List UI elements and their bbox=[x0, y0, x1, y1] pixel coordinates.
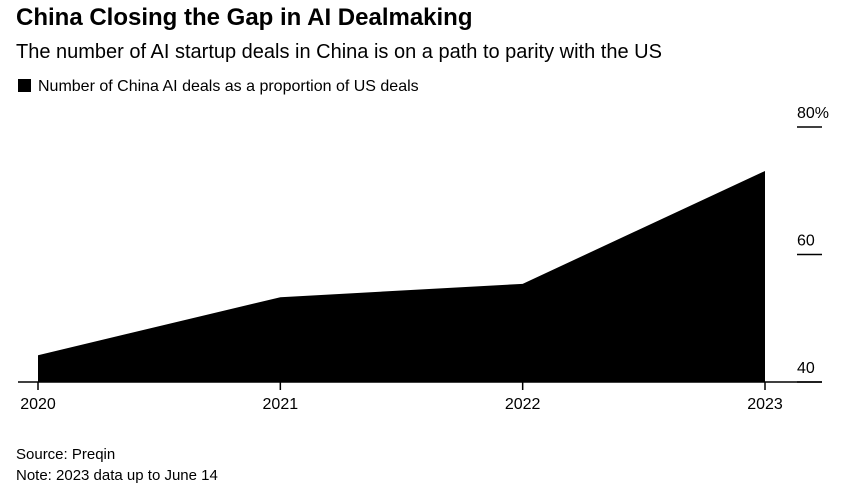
y-tick-label: 40 bbox=[797, 360, 815, 377]
chart-title: China Closing the Gap in AI Dealmaking bbox=[16, 4, 473, 31]
y-tick-label: 60 bbox=[797, 233, 815, 250]
x-tick-label: 2021 bbox=[263, 396, 299, 413]
y-tick-label: 80% bbox=[797, 105, 829, 122]
area bbox=[38, 170, 765, 382]
legend-label: Number of China AI deals as a proportion… bbox=[38, 78, 419, 95]
source: Source: Preqin bbox=[16, 446, 115, 463]
chart-subtitle: The number of AI startup deals in China … bbox=[16, 41, 662, 63]
note: Note: 2023 data up to June 14 bbox=[16, 467, 218, 484]
x-tick-label: 2023 bbox=[747, 396, 783, 413]
x-tick-label: 2022 bbox=[505, 396, 541, 413]
legend-swatch bbox=[18, 79, 31, 92]
x-tick-label: 2020 bbox=[20, 396, 56, 413]
